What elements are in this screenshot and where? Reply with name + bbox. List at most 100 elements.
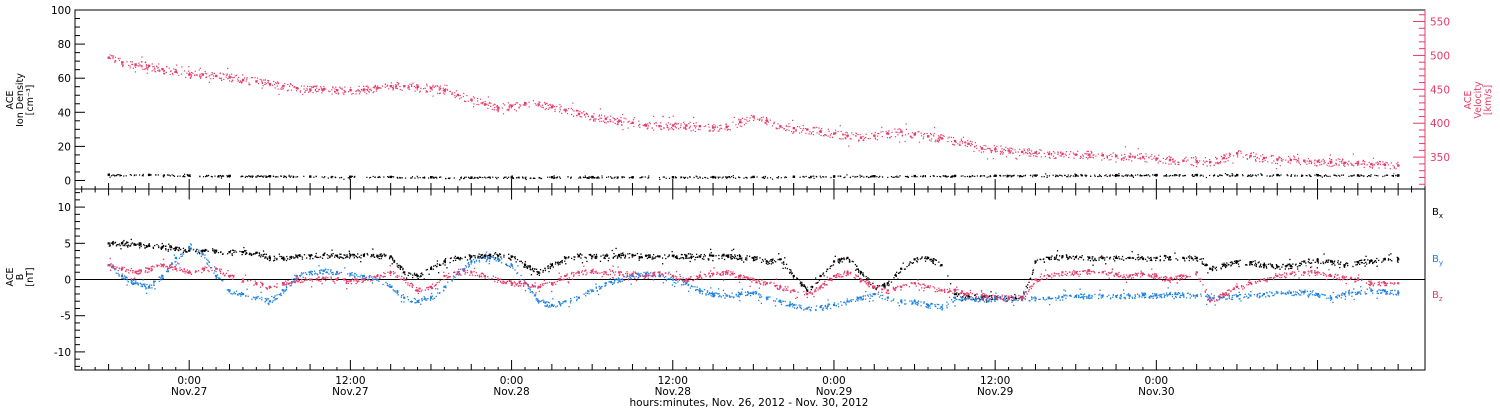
data-point: [306, 89, 309, 91]
data-point: [859, 176, 861, 178]
data-point: [552, 104, 554, 106]
data-point: [124, 243, 126, 245]
data-point: [1396, 260, 1399, 262]
data-point: [755, 258, 757, 261]
data-point: [1054, 152, 1056, 154]
data-point: [120, 174, 122, 177]
data-point: [462, 95, 464, 98]
data-point: [573, 115, 575, 117]
data-point: [837, 303, 839, 305]
data-point: [1034, 262, 1036, 264]
data-point: [994, 147, 996, 149]
data-point: [991, 149, 993, 152]
data-point: [407, 299, 410, 301]
data-point: [266, 176, 268, 178]
data-point: [584, 114, 586, 116]
data-point: [299, 255, 301, 257]
data-point: [1192, 157, 1195, 159]
data-point: [842, 138, 844, 140]
data-point: [897, 134, 899, 136]
data-point: [138, 65, 140, 67]
data-point: [1250, 261, 1252, 263]
data-point: [1032, 174, 1034, 176]
data-point: [554, 261, 557, 263]
data-point: [1187, 159, 1189, 161]
data-point: [1370, 175, 1372, 177]
data-point: [508, 107, 511, 109]
data-point: [865, 275, 867, 278]
data-point: [661, 257, 664, 259]
data-point: [739, 177, 741, 179]
data-point: [124, 277, 126, 280]
data-point: [844, 176, 846, 178]
data-point: [168, 174, 170, 176]
data-point: [114, 242, 116, 244]
data-point: [392, 89, 394, 91]
data-point: [192, 72, 194, 74]
data-point: [1329, 154, 1332, 156]
data-point: [512, 256, 514, 258]
data-point: [888, 280, 890, 282]
data-point: [281, 86, 283, 88]
data-point: [689, 176, 691, 178]
data-point: [335, 89, 339, 92]
data-point: [375, 88, 377, 90]
data-point: [1021, 150, 1024, 154]
data-point: [875, 288, 877, 291]
data-point: [139, 64, 141, 66]
data-point: [1106, 155, 1108, 157]
data-point: [357, 89, 359, 91]
data-point: [1344, 165, 1346, 167]
data-point: [1316, 258, 1319, 260]
data-point: [734, 254, 736, 256]
data-point: [260, 175, 262, 177]
data-point: [339, 256, 341, 258]
data-point: [1023, 175, 1025, 177]
data-point: [394, 84, 397, 86]
data-point: [1337, 260, 1339, 262]
data-point: [657, 255, 659, 258]
data-point: [418, 91, 421, 93]
data-point: [1255, 265, 1258, 268]
data-point: [1087, 158, 1089, 160]
data-point: [1223, 262, 1225, 264]
data-point: [563, 256, 566, 258]
data-point: [1124, 146, 1127, 148]
data-point: [383, 254, 385, 256]
data-point: [399, 268, 402, 270]
data-point: [262, 79, 264, 81]
data-point: [888, 284, 890, 287]
data-point: [1171, 295, 1174, 298]
data-point: [1364, 293, 1367, 295]
data-point: [846, 256, 849, 259]
data-point: [227, 289, 230, 291]
data-point: [1228, 154, 1230, 156]
data-point: [641, 176, 643, 178]
data-point: [120, 241, 123, 244]
data-point: [584, 175, 586, 177]
data-point: [641, 255, 643, 258]
data-point: [1291, 266, 1293, 268]
data-point: [252, 175, 254, 177]
data-point: [260, 79, 262, 81]
data-point: [1321, 176, 1323, 178]
data-point: [450, 257, 452, 259]
data-point: [738, 119, 740, 121]
data-point: [671, 128, 674, 130]
data-point: [148, 243, 150, 245]
data-point: [1193, 175, 1195, 178]
data-point: [769, 177, 772, 179]
data-point: [901, 135, 903, 137]
data-point: [822, 273, 824, 275]
data-point: [537, 103, 540, 106]
data-point: [842, 133, 844, 135]
data-point: [1005, 149, 1007, 152]
data-point: [934, 263, 936, 266]
data-point: [1142, 258, 1144, 261]
data-point: [938, 139, 940, 142]
data-point: [1338, 174, 1340, 177]
data-point: [687, 257, 689, 259]
data-point: [511, 175, 513, 177]
data-point: [772, 258, 774, 260]
data-point: [1238, 291, 1240, 294]
